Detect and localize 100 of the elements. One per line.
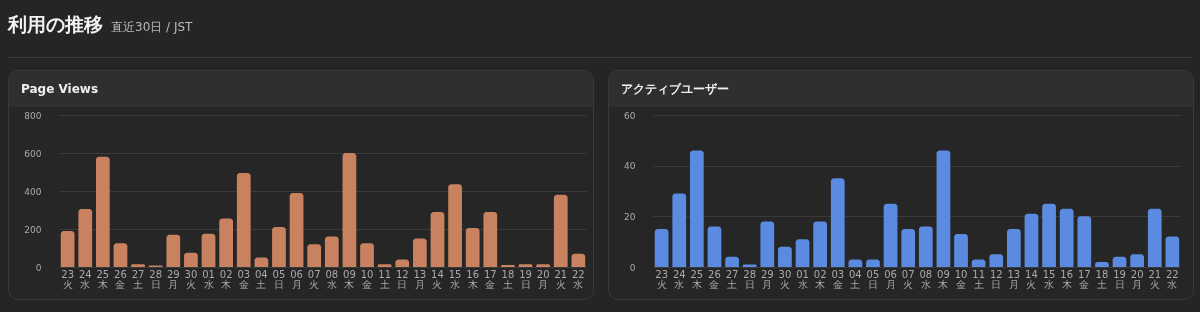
x-tick-label: 14 火 [1025,268,1038,290]
bar [1024,213,1039,267]
x-tick-label: 12 日 [989,268,1003,290]
y-tick-label: 0 [629,262,636,273]
x-tick-label: 17 金 [1077,268,1091,290]
x-tick-label: 08 水 [919,268,933,290]
x-tick-label: 13 月 [413,268,427,290]
bar [954,234,968,267]
bar [1077,216,1092,267]
x-tick-label: 25 木 [96,268,110,290]
x-tick-label: 03 金 [831,268,845,290]
x-tick-label: 15 水 [1042,268,1056,290]
y-tick-label: 400 [24,186,42,197]
x-tick-label: 05 日 [866,268,880,290]
bar [813,221,827,267]
x-tick-label: 22 水 [572,268,585,290]
bar [483,211,498,267]
bar [236,172,251,267]
y-tick-label: 200 [24,224,42,235]
bar [989,254,1004,267]
x-tick-label: 14 火 [431,268,444,290]
y-tick-label: 40 [624,161,636,172]
bar [689,150,704,267]
x-tick-label: 26 金 [114,268,127,290]
x-tick-label: 06 月 [884,268,897,290]
x-tick-label: 09 木 [343,268,356,290]
x-tick-label: 16 木 [1060,268,1074,290]
bar [1165,236,1180,267]
x-tick-label: 24 水 [78,268,92,290]
bar [830,178,845,267]
x-tick-label: 25 木 [690,268,704,290]
bar [166,234,181,267]
bar [971,259,986,267]
x-tick-label: 22 水 [1166,268,1179,290]
x-tick-label: 26 金 [708,268,721,290]
x-tick-label: 18 土 [1095,268,1109,290]
bar [936,150,951,267]
bar [413,238,427,267]
x-tick-label: 17 金 [483,268,497,290]
bar [760,221,775,267]
x-tick-label: 01 水 [202,268,215,290]
x-tick-label: 28 日 [743,268,757,290]
x-tick-label: 10 金 [954,268,968,290]
x-tick-label: 16 木 [466,268,480,290]
x-tick-label: 02 木 [813,268,827,290]
bar [883,203,898,267]
bar [324,236,339,267]
bar [95,156,110,267]
x-tick-label: 08 水 [325,268,339,290]
y-tick-label: 0 [35,262,42,273]
x-tick-label: 01 水 [796,268,809,290]
bar [78,209,93,267]
x-tick-label: 24 水 [672,268,686,290]
bar [448,184,462,267]
x-tick-label: 13 月 [1007,268,1021,290]
bar [60,230,75,267]
bar [1059,208,1074,267]
bar [307,244,322,267]
bar [571,253,586,267]
x-tick-label: 29 月 [760,268,774,290]
bar [1112,256,1127,267]
x-tick-label: 05 日 [272,268,286,290]
bar [866,259,880,267]
x-tick-label: 11 土 [972,268,986,290]
bar [1042,203,1056,267]
x-tick-label: 29 月 [166,268,180,290]
bar [360,243,374,267]
x-tick-label: 10 金 [360,268,374,290]
bar [254,257,269,267]
bar [272,227,286,267]
x-tick-label: 20 月 [536,268,550,290]
text: 直近30日 / JST [111,19,193,36]
bar [778,246,792,267]
x-tick-label: 09 木 [937,268,950,290]
x-tick-label: 19 日 [519,268,532,290]
bar [113,243,128,267]
bar [901,229,916,267]
x-tick-label: 07 火 [901,268,915,290]
bar [465,228,480,267]
x-tick-label: 15 水 [448,268,462,290]
x-tick-label: 23 火 [61,268,74,290]
bar [725,256,739,267]
bar [848,259,863,267]
bar [707,226,722,267]
x-tick-label: 03 金 [237,268,251,290]
bar [553,194,568,267]
bar [430,211,445,267]
bar [795,239,810,267]
bar [1007,229,1021,267]
x-tick-label: 21 火 [554,268,568,290]
x-tick-label: 04 土 [848,268,862,290]
x-tick-label: 18 土 [501,268,515,290]
x-tick-label: 30 火 [184,268,198,290]
x-tick-label: 12 日 [395,268,409,290]
x-tick-label: 19 日 [1113,268,1126,290]
x-tick-label: 21 火 [1148,268,1162,290]
y-tick-label: 20 [624,211,636,222]
bar [672,193,687,267]
bar [184,252,198,267]
bar [201,233,216,267]
